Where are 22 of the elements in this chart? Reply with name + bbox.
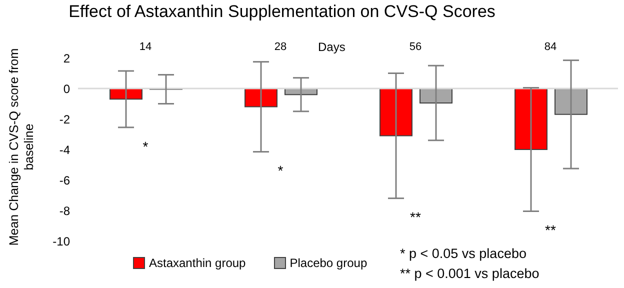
x-tick-label: 84 — [544, 41, 557, 53]
y-tick-label: 0 — [63, 82, 70, 96]
annotation: * — [278, 162, 284, 179]
x-axis-title: Days — [318, 40, 346, 54]
y-tick-label: -10 — [52, 234, 70, 248]
annotation: ** — [545, 222, 556, 238]
text: ** p < 0.001 vs placebo — [400, 265, 540, 283]
y-tick-label: 2 — [63, 51, 70, 66]
x-tick-label: 14 — [139, 41, 152, 53]
y-axis-title: Mean Change in CVS-Q score from baseline — [7, 47, 37, 247]
text: * p < 0.05 vs placebo — [400, 245, 528, 263]
chart-title: Effect of Astaxanthin Supplementation on CVS-Q Scores — [68, 2, 496, 22]
annotation: * — [142, 138, 149, 154]
y-tick-label: -8 — [59, 204, 70, 218]
legend-label: Astaxanthin group — [149, 256, 246, 270]
annotation: ** — [410, 209, 422, 226]
y-tick-label: -4 — [59, 142, 70, 157]
y-tick-label: -2 — [59, 112, 70, 126]
y-tick-label: -6 — [59, 173, 70, 188]
legend-label: Placebo group — [290, 256, 368, 270]
x-tick-label: 28 — [274, 41, 287, 53]
x-tick-label: 56 — [409, 41, 422, 53]
